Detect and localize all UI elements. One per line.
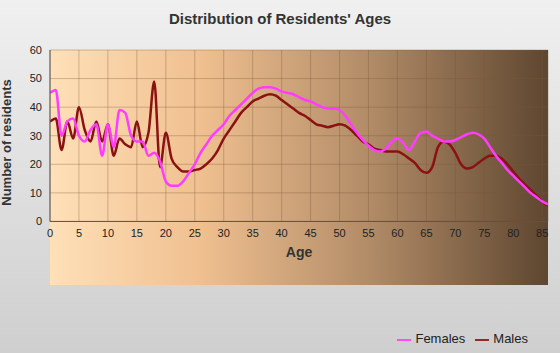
svg-text:40: 40	[30, 101, 42, 113]
svg-text:20: 20	[30, 158, 42, 170]
svg-text:60: 60	[391, 227, 403, 239]
svg-text:50: 50	[333, 227, 345, 239]
svg-text:0: 0	[47, 227, 53, 239]
svg-text:5: 5	[76, 227, 82, 239]
svg-text:25: 25	[189, 227, 201, 239]
svg-text:20: 20	[160, 227, 172, 239]
svg-text:0: 0	[36, 215, 42, 227]
svg-text:45: 45	[304, 227, 316, 239]
html-text:Males: Males	[493, 331, 528, 347]
svg-text:10: 10	[102, 227, 114, 239]
svg-text:65: 65	[420, 227, 432, 239]
svg-text:55: 55	[362, 227, 374, 239]
svg-text:Age: Age	[286, 244, 313, 260]
svg-text:30: 30	[218, 227, 230, 239]
svg-text:60: 60	[30, 44, 42, 56]
svg-text:75: 75	[478, 227, 490, 239]
html-text:Females: Females	[415, 331, 466, 347]
svg-text:30: 30	[30, 130, 42, 142]
svg-text:50: 50	[30, 72, 42, 84]
svg-text:85: 85	[536, 227, 548, 239]
svg-text:Number of residents: Number of residents	[8, 79, 14, 205]
svg-text:70: 70	[449, 227, 461, 239]
svg-text:15: 15	[131, 227, 143, 239]
svg-text:10: 10	[30, 187, 42, 199]
svg-text:35: 35	[247, 227, 259, 239]
svg-text:80: 80	[507, 227, 519, 239]
html-text:Distribution of Residents' Age: Distribution of Residents' Ages	[168, 10, 392, 27]
svg-text:40: 40	[276, 227, 288, 239]
